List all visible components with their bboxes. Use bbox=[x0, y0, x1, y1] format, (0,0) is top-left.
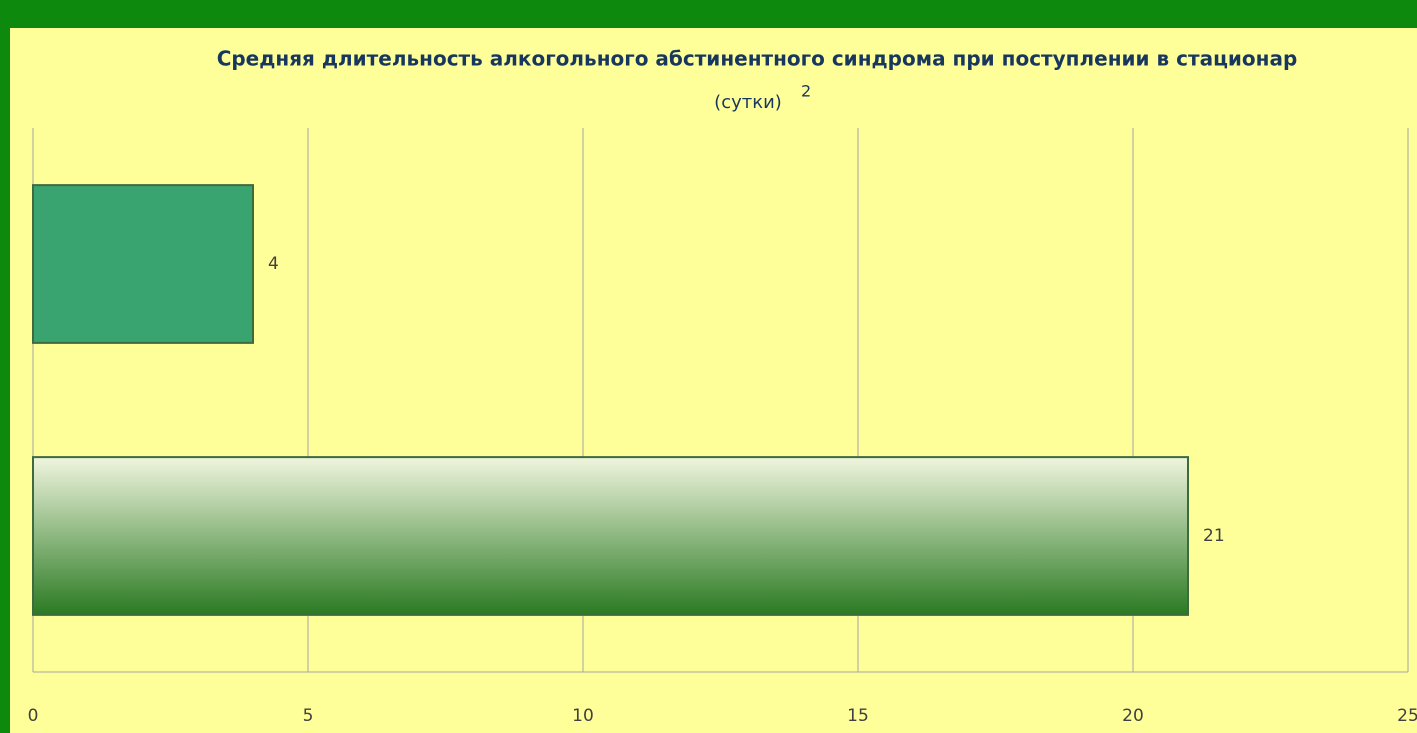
x-tick-label: 10 bbox=[572, 706, 594, 726]
chart-subtitle: (сутки) bbox=[714, 92, 782, 113]
subtitle-superscript: 2 bbox=[801, 82, 811, 101]
x-tick-label: 15 bbox=[847, 706, 869, 726]
x-tick-label: 0 bbox=[28, 706, 39, 726]
bar bbox=[32, 184, 254, 344]
x-tick-label: 5 bbox=[303, 706, 314, 726]
x-tick-label: 25 bbox=[1397, 706, 1417, 726]
value-label: 4 bbox=[268, 254, 279, 274]
value-label: 21 bbox=[1203, 526, 1225, 546]
chart-background bbox=[10, 28, 1417, 733]
bar bbox=[32, 456, 1189, 616]
x-tick-label: 20 bbox=[1122, 706, 1144, 726]
chart-title: Средняя длительность алкогольного абстин… bbox=[217, 47, 1298, 71]
